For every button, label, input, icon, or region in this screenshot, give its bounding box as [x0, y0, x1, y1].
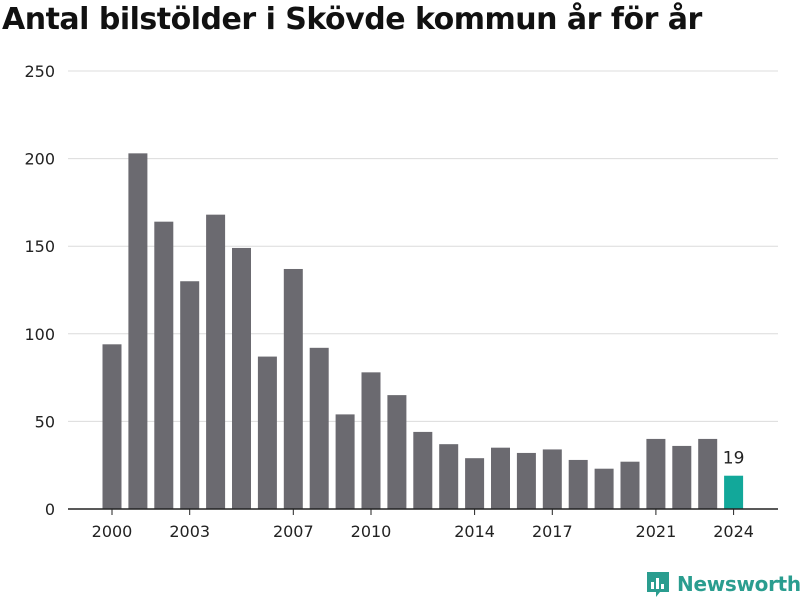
bar-2007 — [283, 268, 303, 509]
bars — [68, 153, 778, 510]
bar-2010 — [361, 372, 381, 509]
x-tick-label: 2010 — [351, 522, 392, 541]
gridlines — [68, 70, 778, 422]
newsworthy-logo-icon — [647, 572, 669, 597]
x-tick-label: 2017 — [532, 522, 573, 541]
bar-2000 — [102, 344, 122, 509]
bar-2013 — [439, 444, 459, 509]
y-tick-label: 0 — [45, 500, 55, 519]
bar-2006 — [257, 356, 277, 509]
bar-2017 — [542, 449, 562, 509]
x-axis-ticks: 2000 2003 2007 2010 2014 2017 2021 2024 — [92, 509, 754, 541]
chart-title: Antal bilstölder i Skövde kommun år för … — [2, 2, 702, 37]
bar-2022 — [672, 445, 692, 509]
y-tick-label: 250 — [24, 62, 55, 81]
bar-2003 — [180, 281, 200, 509]
data-label-highlight: 19 — [723, 449, 745, 469]
data-labels: 19 — [723, 449, 745, 469]
bar-2024 — [724, 475, 744, 509]
brand-name: Newsworthy — [677, 572, 800, 596]
x-tick-label: 2000 — [92, 522, 133, 541]
bar-2023 — [698, 438, 718, 509]
bar-2008 — [309, 347, 329, 509]
bar-2009 — [335, 414, 355, 509]
y-tick-label: 50 — [35, 412, 55, 431]
bar-2019 — [594, 468, 614, 509]
y-tick-label: 150 — [24, 237, 55, 256]
y-axis-ticks: 0 50 100 150 200 250 — [24, 62, 55, 519]
y-tick-label: 100 — [24, 325, 55, 344]
x-tick-label: 2014 — [454, 522, 495, 541]
bar-2001 — [128, 153, 148, 509]
bar-2016 — [516, 452, 536, 509]
bar-2002 — [154, 221, 174, 509]
bar-2014 — [465, 458, 485, 509]
bar-2021 — [646, 438, 666, 509]
x-tick-label: 2007 — [273, 522, 314, 541]
bar-2005 — [232, 247, 251, 509]
bar-2011 — [387, 395, 407, 509]
newsworthy-logo[interactable]: Newsworthy — [645, 570, 800, 598]
bar-2015 — [491, 447, 510, 509]
bar-2012 — [413, 431, 433, 509]
x-tick-label: 2021 — [636, 522, 677, 541]
y-tick-label: 200 — [24, 150, 55, 169]
x-tick-label: 2003 — [169, 522, 210, 541]
bar-2020 — [620, 461, 640, 509]
x-tick-label: 2024 — [713, 522, 754, 541]
bar-2004 — [206, 214, 226, 509]
bar-2018 — [568, 459, 588, 509]
